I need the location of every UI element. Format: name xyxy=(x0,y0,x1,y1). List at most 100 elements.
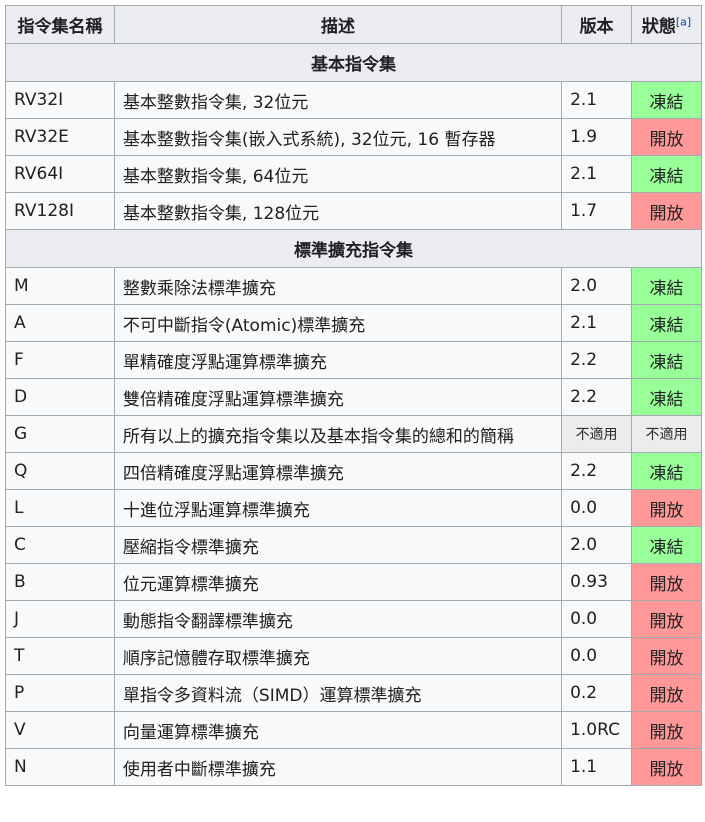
isa-version-cell: 0.0 xyxy=(561,637,633,675)
table-row: P 單指令多資料流（SIMD）運算標準擴充 0.2 開放 xyxy=(5,674,702,712)
table-row: V 向量運算標準擴充 1.0RC 開放 xyxy=(5,711,702,749)
isa-status-cell: 開放 xyxy=(631,674,702,712)
table-row: N 使用者中斷標準擴充 1.1 開放 xyxy=(5,748,702,786)
table-row: T 順序記憶體存取標準擴充 0.0 開放 xyxy=(5,637,702,675)
table-row: F 單精確度浮點運算標準擴充 2.2 凍結 xyxy=(5,341,702,379)
isa-table: 指令集名稱 描述 版本 狀態[a] 基本指令集 RV32I 基本整數指令集, 32位… xyxy=(5,5,702,786)
isa-description-cell: 單精確度浮點運算標準擴充 xyxy=(113,341,563,379)
isa-version-cell: 2.1 xyxy=(561,155,633,193)
table-row: L 十進位浮點運算標準擴充 0.0 開放 xyxy=(5,489,702,527)
table-row: RV64I 基本整數指令集, 64位元 2.1 凍結 xyxy=(5,155,702,193)
isa-name-cell: M xyxy=(5,267,115,305)
table-row: C 壓縮指令標準擴充 2.0 凍結 xyxy=(5,526,702,564)
isa-status-cell: 凍結 xyxy=(631,81,702,119)
column-header-version: 版本 xyxy=(561,5,633,44)
isa-status-cell: 凍結 xyxy=(631,526,702,564)
isa-description-cell: 四倍精確度浮點運算標準擴充 xyxy=(113,452,563,490)
column-header-status: 狀態[a] xyxy=(631,5,702,44)
table-header-row: 指令集名稱 描述 版本 狀態[a] xyxy=(5,5,702,44)
isa-description-cell: 整數乘除法標準擴充 xyxy=(113,267,563,305)
isa-version-cell: 2.1 xyxy=(561,304,633,342)
isa-version-cell: 1.7 xyxy=(561,192,633,230)
isa-version-cell: 2.0 xyxy=(561,267,633,305)
isa-name-cell: B xyxy=(5,563,115,601)
isa-name-cell: N xyxy=(5,748,115,786)
isa-version-cell: 1.0RC xyxy=(561,711,633,749)
isa-version-cell: 2.2 xyxy=(561,452,633,490)
table-row: RV32I 基本整數指令集, 32位元 2.1 凍結 xyxy=(5,81,702,119)
isa-status-cell: 凍結 xyxy=(631,378,702,416)
section-header-row: 標準擴充指令集 xyxy=(5,229,702,268)
table-row: D 雙倍精確度浮點運算標準擴充 2.2 凍結 xyxy=(5,378,702,416)
isa-status-cell: 凍結 xyxy=(631,155,702,193)
table-row: Q 四倍精確度浮點運算標準擴充 2.2 凍結 xyxy=(5,452,702,490)
isa-version-cell: 0.93 xyxy=(561,563,633,601)
table-row: RV128I 基本整數指令集, 128位元 1.7 開放 xyxy=(5,192,702,230)
isa-description-cell: 壓縮指令標準擴充 xyxy=(113,526,563,564)
isa-description-cell: 基本整數指令集, 64位元 xyxy=(113,155,563,193)
isa-status-cell: 開放 xyxy=(631,637,702,675)
isa-name-cell: RV32I xyxy=(5,81,115,119)
table-row: A 不可中斷指令(Atomic)標準擴充 2.1 凍結 xyxy=(5,304,702,342)
isa-version-cell: 0.0 xyxy=(561,489,633,527)
isa-status-cell: 開放 xyxy=(631,711,702,749)
isa-version-cell: 2.1 xyxy=(561,81,633,119)
isa-name-cell: L xyxy=(5,489,115,527)
isa-description-cell: 基本整數指令集(嵌入式系統), 32位元, 16 暫存器 xyxy=(113,118,563,156)
column-header-status-label: 狀態 xyxy=(641,17,676,37)
isa-name-cell: A xyxy=(5,304,115,342)
isa-status-cell: 開放 xyxy=(631,600,702,638)
column-header-description: 描述 xyxy=(113,5,563,44)
table-row: RV32E 基本整數指令集(嵌入式系統), 32位元, 16 暫存器 1.9 開放 xyxy=(5,118,702,156)
isa-version-cell: 1.9 xyxy=(561,118,633,156)
isa-description-cell: 基本整數指令集, 128位元 xyxy=(113,192,563,230)
table-row: G 所有以上的擴充指令集以及基本指令集的總和的簡稱 不適用 不適用 xyxy=(5,415,702,453)
isa-description-cell: 雙倍精確度浮點運算標準擴充 xyxy=(113,378,563,416)
isa-version-cell: 2.2 xyxy=(561,341,633,379)
isa-status-cell: 不適用 xyxy=(631,415,702,453)
isa-status-cell: 開放 xyxy=(631,489,702,527)
isa-version-cell: 不適用 xyxy=(561,415,633,453)
isa-status-cell: 凍結 xyxy=(631,452,702,490)
isa-description-cell: 位元運算標準擴充 xyxy=(113,563,563,601)
isa-version-cell: 2.0 xyxy=(561,526,633,564)
isa-version-cell: 1.1 xyxy=(561,748,633,786)
isa-name-cell: RV32E xyxy=(5,118,115,156)
isa-description-cell: 所有以上的擴充指令集以及基本指令集的總和的簡稱 xyxy=(113,415,563,453)
isa-status-cell: 凍結 xyxy=(631,267,702,305)
isa-name-cell: RV128I xyxy=(5,192,115,230)
isa-version-cell: 0.0 xyxy=(561,600,633,638)
table-row: B 位元運算標準擴充 0.93 開放 xyxy=(5,563,702,601)
isa-description-cell: 向量運算標準擴充 xyxy=(113,711,563,749)
isa-description-cell: 不可中斷指令(Atomic)標準擴充 xyxy=(113,304,563,342)
isa-description-cell: 順序記憶體存取標準擴充 xyxy=(113,637,563,675)
table-row: M 整數乘除法標準擴充 2.0 凍結 xyxy=(5,267,702,305)
isa-description-cell: 十進位浮點運算標準擴充 xyxy=(113,489,563,527)
isa-name-cell: V xyxy=(5,711,115,749)
isa-version-cell: 2.2 xyxy=(561,378,633,416)
isa-name-cell: Q xyxy=(5,452,115,490)
isa-name-cell: T xyxy=(5,637,115,675)
isa-name-cell: F xyxy=(5,341,115,379)
column-header-name: 指令集名稱 xyxy=(5,5,115,44)
isa-status-cell: 凍結 xyxy=(631,304,702,342)
status-footnote-link[interactable]: [a] xyxy=(675,15,692,29)
isa-status-cell: 凍結 xyxy=(631,341,702,379)
isa-name-cell: G xyxy=(5,415,115,453)
section-title: 基本指令集 xyxy=(5,43,702,82)
table-row: J 動態指令翻譯標準擴充 0.0 開放 xyxy=(5,600,702,638)
isa-status-cell: 開放 xyxy=(631,118,702,156)
isa-name-cell: D xyxy=(5,378,115,416)
isa-version-cell: 0.2 xyxy=(561,674,633,712)
isa-status-cell: 開放 xyxy=(631,748,702,786)
table-body: 基本指令集 RV32I 基本整數指令集, 32位元 2.1 凍結 RV32E 基本整數指令集… xyxy=(5,43,702,786)
isa-description-cell: 單指令多資料流（SIMD）運算標準擴充 xyxy=(113,674,563,712)
isa-description-cell: 動態指令翻譯標準擴充 xyxy=(113,600,563,638)
isa-description-cell: 使用者中斷標準擴充 xyxy=(113,748,563,786)
isa-name-cell: P xyxy=(5,674,115,712)
isa-name-cell: RV64I xyxy=(5,155,115,193)
section-header-row: 基本指令集 xyxy=(5,43,702,82)
isa-status-cell: 開放 xyxy=(631,563,702,601)
isa-name-cell: C xyxy=(5,526,115,564)
isa-description-cell: 基本整數指令集, 32位元 xyxy=(113,81,563,119)
